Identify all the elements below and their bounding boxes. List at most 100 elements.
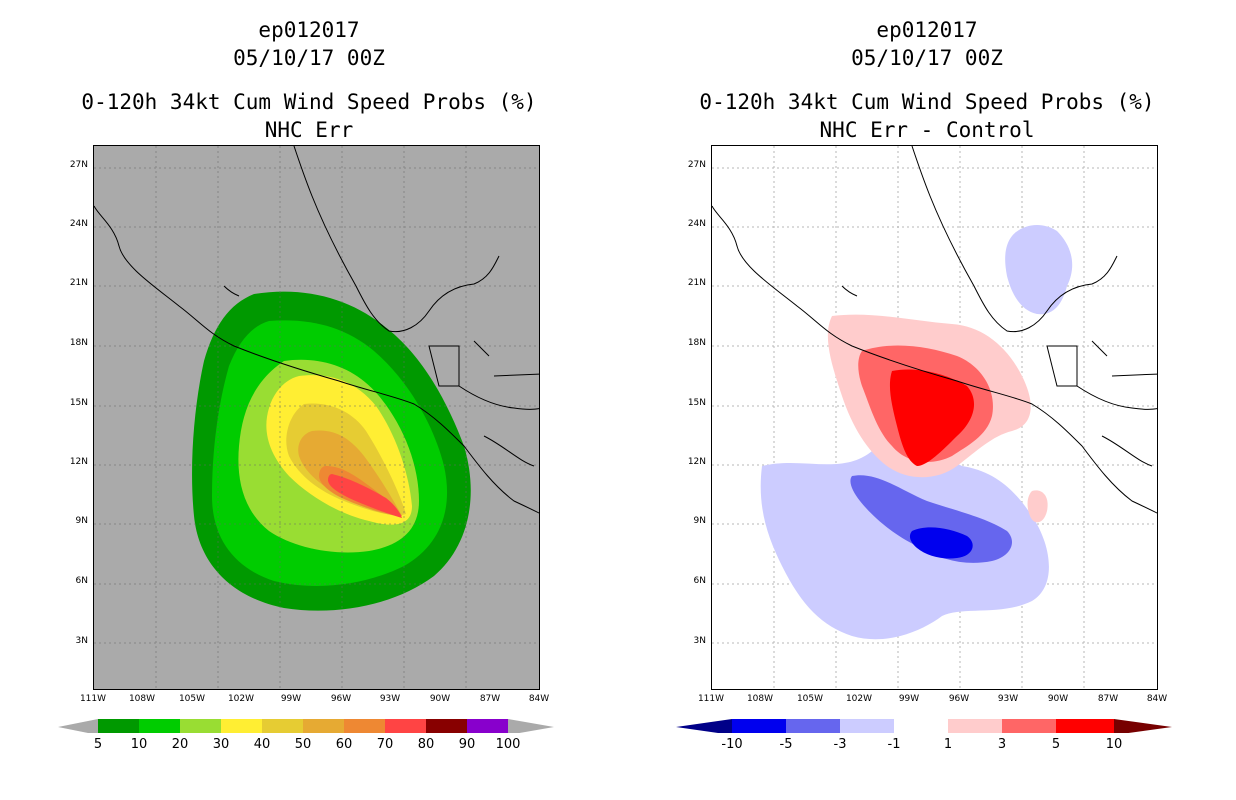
lon-label: 84W xyxy=(528,694,550,704)
cbar-label: 1 xyxy=(943,737,953,752)
cbar-swatch xyxy=(1056,719,1114,733)
storm-id: ep012017 xyxy=(876,18,978,42)
lat-label: 18N xyxy=(687,338,706,348)
lon-label: 90W xyxy=(1047,694,1069,704)
lat-label: 27N xyxy=(687,160,706,170)
cbar-swatch xyxy=(180,719,221,733)
cbar-label: 50 xyxy=(294,737,312,752)
cbar-label: 5 xyxy=(93,737,103,752)
cbar-swatch xyxy=(732,719,786,733)
contour-minus1-ne xyxy=(1005,224,1073,315)
lon-label: 87W xyxy=(1097,694,1119,704)
contour-plus1-e xyxy=(1027,490,1048,523)
contour-minus5 xyxy=(909,527,973,559)
product-title: 0-120h 34kt Cum Wind Speed Probs (%) xyxy=(81,90,537,114)
forecast-time: 05/10/17 00Z xyxy=(233,46,385,70)
difference-map-svg xyxy=(712,146,1157,689)
lon-label: 102W xyxy=(845,694,873,704)
colorbar-high-triangle xyxy=(508,719,554,733)
cbar-label: 60 xyxy=(335,737,353,752)
lat-label: 9N xyxy=(75,516,88,526)
right-panel: ep012017 05/10/17 00Z 0-120h 34kt Cum Wi… xyxy=(618,0,1236,800)
cbar-label: 30 xyxy=(212,737,230,752)
probability-map-svg xyxy=(94,146,539,689)
cbar-label: 10 xyxy=(1105,737,1123,752)
lat-label: 21N xyxy=(69,278,88,288)
cbar-swatch xyxy=(426,719,467,733)
cbar-swatch xyxy=(894,719,948,733)
colorbar-right xyxy=(676,719,1172,733)
contour-plus5 xyxy=(889,369,975,466)
lat-label: 3N xyxy=(75,636,88,646)
difference-map xyxy=(711,145,1158,690)
experiment-name: NHC Err xyxy=(264,118,354,142)
cbar-swatch xyxy=(221,719,262,733)
lat-label: 9N xyxy=(693,516,706,526)
cbar-label: 10 xyxy=(130,737,148,752)
cbar-label: 5 xyxy=(1051,737,1061,752)
cbar-label: 40 xyxy=(253,737,271,752)
lon-label: 99W xyxy=(280,694,302,704)
cbar-swatch xyxy=(948,719,1002,733)
lon-label: 93W xyxy=(379,694,401,704)
cbar-label: 3 xyxy=(997,737,1007,752)
lat-label: 6N xyxy=(693,576,706,586)
contour-70 xyxy=(328,474,402,518)
lat-label: 6N xyxy=(75,576,88,586)
left-panel: ep012017 05/10/17 00Z 0-120h 34kt Cum Wi… xyxy=(58,18,554,752)
lat-label: 24N xyxy=(687,219,706,229)
coastline xyxy=(712,146,1157,514)
colorbar-left xyxy=(58,719,554,733)
lat-label: 21N xyxy=(687,278,706,288)
lon-label: 108W xyxy=(128,694,156,704)
cbar-swatch xyxy=(303,719,344,733)
colorbar-low-triangle xyxy=(676,719,732,733)
cbar-label: -3 xyxy=(833,737,847,752)
cbar-swatch xyxy=(467,719,508,733)
lat-label: 15N xyxy=(69,398,88,408)
colorbar-high-triangle xyxy=(1114,719,1172,733)
cbar-swatch xyxy=(262,719,303,733)
coastline xyxy=(94,146,539,514)
lon-label: 99W xyxy=(898,694,920,704)
cbar-label: -1 xyxy=(887,737,901,752)
colorbar-low-triangle xyxy=(58,719,98,733)
lon-label: 84W xyxy=(1146,694,1168,704)
cbar-label: 100 xyxy=(495,737,521,752)
lon-label: 105W xyxy=(796,694,824,704)
lon-label: 96W xyxy=(948,694,970,704)
probability-map xyxy=(93,145,540,690)
cbar-swatch xyxy=(786,719,840,733)
lat-label: 24N xyxy=(69,219,88,229)
lon-label: 102W xyxy=(227,694,255,704)
lat-label: 12N xyxy=(69,457,88,467)
lon-label: 111W xyxy=(697,694,725,704)
cbar-label: 20 xyxy=(171,737,189,752)
cbar-label: 80 xyxy=(417,737,435,752)
experiment-name: NHC Err - Control xyxy=(819,118,1035,142)
lon-label: 87W xyxy=(479,694,501,704)
contour-minus3 xyxy=(850,475,1012,563)
lat-label: 3N xyxy=(693,636,706,646)
lon-label: 96W xyxy=(330,694,352,704)
lon-label: 105W xyxy=(178,694,206,704)
product-title: 0-120h 34kt Cum Wind Speed Probs (%) xyxy=(699,90,1155,114)
storm-id: ep012017 xyxy=(258,18,360,42)
forecast-time: 05/10/17 00Z xyxy=(851,46,1003,70)
lon-label: 90W xyxy=(429,694,451,704)
cbar-swatch xyxy=(98,719,139,733)
lat-label: 12N xyxy=(687,457,706,467)
contour-minus1 xyxy=(760,449,1049,640)
lat-label: 18N xyxy=(69,338,88,348)
lat-label: 15N xyxy=(687,398,706,408)
cbar-swatch xyxy=(840,719,894,733)
cbar-swatch xyxy=(385,719,426,733)
cbar-label: -10 xyxy=(721,737,743,752)
cbar-swatch xyxy=(344,719,385,733)
lon-label: 93W xyxy=(997,694,1019,704)
lat-label: 27N xyxy=(69,160,88,170)
cbar-swatch xyxy=(1002,719,1056,733)
cbar-label: 70 xyxy=(376,737,394,752)
cbar-swatch xyxy=(139,719,180,733)
lon-label: 108W xyxy=(746,694,774,704)
